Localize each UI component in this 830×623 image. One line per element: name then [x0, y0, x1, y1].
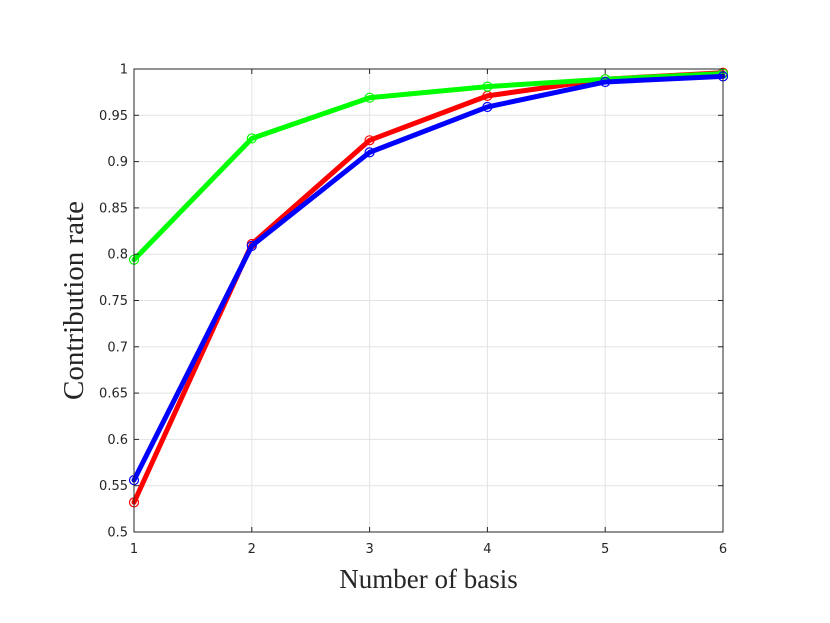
y-tick-label: 0.55	[99, 479, 128, 494]
data-point	[482, 81, 493, 92]
y-tick-label: 0.85	[99, 201, 128, 216]
y-tick-label: 0.9	[107, 155, 128, 170]
y-tick-label: 0.7	[107, 340, 128, 355]
series-line	[131, 71, 726, 263]
y-tick-label: 0.6	[107, 433, 128, 448]
grid	[134, 69, 723, 532]
x-tick-label: 5	[601, 542, 609, 557]
data-point	[246, 133, 257, 144]
y-tick-label: 0.75	[99, 294, 128, 309]
data-point	[364, 92, 375, 103]
y-tick-label: 0.8	[107, 248, 128, 263]
x-tick-label: 3	[365, 542, 373, 557]
y-tick-label: 0.95	[99, 109, 128, 124]
series-layer	[128, 67, 729, 508]
ticks: 1 2 3 4 5 6 0.5 0.55 0.6 0.65 0.7 0.75 0.8 0.85 0.9 0.9…	[99, 63, 727, 558]
y-tick-label: 0.5	[107, 526, 128, 541]
x-axis-title: Number of basis	[339, 564, 517, 594]
data-point	[600, 76, 611, 88]
x-tick-label: 1	[130, 542, 138, 557]
y-tick-label: 0.65	[99, 387, 128, 402]
data-point	[246, 240, 257, 251]
series-line	[131, 73, 726, 483]
y-tick-label: 1	[120, 63, 128, 78]
y-axis-title: Contribution rate	[58, 201, 90, 400]
x-tick-label: 6	[719, 542, 727, 557]
x-tick-label: 4	[483, 542, 491, 557]
data-point	[482, 101, 493, 113]
data-point	[364, 135, 375, 146]
x-tick-label: 2	[248, 542, 256, 557]
data-point	[364, 147, 375, 158]
